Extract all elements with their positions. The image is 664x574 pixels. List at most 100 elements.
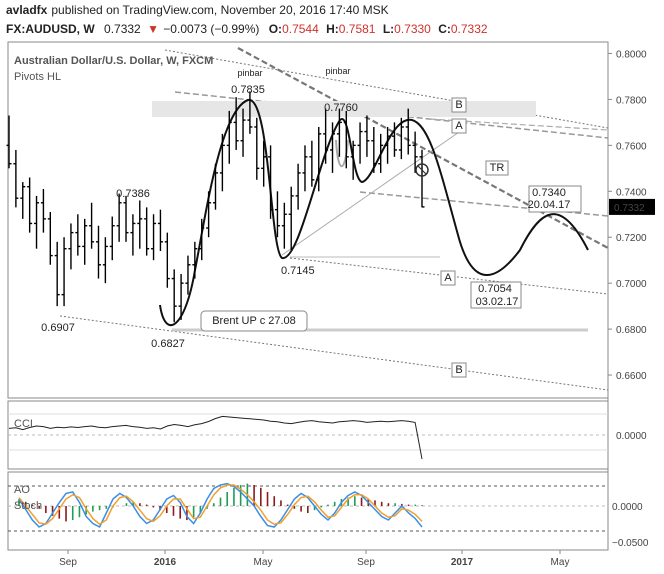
price-bar[interactable] bbox=[6, 115, 12, 169]
price-bar[interactable] bbox=[199, 218, 205, 261]
annotation-label: B bbox=[455, 99, 462, 111]
price-bar[interactable] bbox=[130, 214, 136, 256]
price-bar[interactable] bbox=[192, 241, 198, 279]
pivots-label: Pivots HL bbox=[14, 71, 61, 83]
chart-title: Australian Dollar/U.S. Dollar, W, FXCM bbox=[14, 55, 213, 67]
price-bar[interactable] bbox=[178, 273, 184, 320]
price-bar[interactable] bbox=[233, 97, 239, 150]
time-tick-label: 2016 bbox=[154, 557, 177, 568]
price-bar[interactable] bbox=[405, 108, 411, 155]
high-value: 0.7581 bbox=[339, 22, 376, 36]
price-bar[interactable] bbox=[206, 191, 212, 238]
price-panel[interactable] bbox=[7, 41, 609, 399]
price-bar[interactable] bbox=[364, 115, 370, 157]
price-bar[interactable] bbox=[419, 149, 425, 208]
annotation-label: pinbar bbox=[237, 68, 262, 78]
price-bar[interactable] bbox=[274, 191, 280, 238]
price-bar[interactable] bbox=[385, 126, 391, 164]
price-bar[interactable] bbox=[137, 200, 143, 249]
price-bar[interactable] bbox=[268, 145, 274, 219]
price-bar[interactable] bbox=[309, 140, 315, 187]
price-bar[interactable] bbox=[164, 232, 170, 288]
annotation-label: B bbox=[455, 364, 462, 376]
price-bar[interactable] bbox=[336, 108, 342, 157]
time-tick-label: May bbox=[254, 557, 273, 568]
price-bar[interactable] bbox=[34, 195, 40, 249]
price-bar[interactable] bbox=[330, 122, 336, 173]
resistance-zone bbox=[152, 101, 536, 117]
price-bar[interactable] bbox=[75, 214, 81, 256]
open-label: O: bbox=[269, 22, 282, 36]
time-tick-label: Sep bbox=[59, 557, 77, 568]
annotation-label: 0.7835 bbox=[231, 84, 265, 96]
price-bar[interactable] bbox=[261, 140, 267, 187]
price-bar[interactable] bbox=[61, 237, 67, 307]
high-label: H: bbox=[326, 22, 339, 36]
annotation-label: 0.7760 bbox=[324, 102, 358, 114]
price-bar[interactable] bbox=[357, 122, 363, 164]
price-bar[interactable] bbox=[350, 140, 356, 180]
price-bar[interactable] bbox=[40, 188, 46, 233]
annotation-box bbox=[528, 185, 582, 213]
price-bar[interactable] bbox=[47, 211, 53, 265]
annotation-label: 0.6827 bbox=[151, 338, 185, 350]
price-bar[interactable] bbox=[391, 122, 397, 157]
price-bar[interactable] bbox=[302, 145, 308, 192]
stoch-label: Stoch bbox=[14, 500, 42, 512]
price-bar[interactable] bbox=[398, 117, 404, 160]
price-bar[interactable] bbox=[144, 207, 150, 256]
price-bar[interactable] bbox=[151, 214, 157, 261]
cci-label: CCI bbox=[14, 418, 33, 430]
price-bar[interactable] bbox=[82, 218, 88, 265]
price-bar[interactable] bbox=[13, 149, 19, 208]
small-hook bbox=[335, 139, 349, 167]
price-bar[interactable] bbox=[95, 225, 101, 279]
price-bar[interactable] bbox=[27, 177, 33, 233]
annotation-label: TR bbox=[490, 162, 505, 174]
price-bar[interactable] bbox=[213, 163, 218, 210]
current-price-badge bbox=[609, 198, 655, 215]
annotation-box bbox=[470, 281, 522, 309]
price-bar[interactable] bbox=[240, 108, 246, 157]
price-bar[interactable] bbox=[247, 91, 253, 134]
price-bar[interactable] bbox=[68, 223, 74, 270]
price-bar[interactable] bbox=[116, 193, 122, 242]
price-bar[interactable] bbox=[89, 202, 95, 249]
price-tick-label: 0.7200 bbox=[616, 233, 647, 244]
price-bar[interactable] bbox=[226, 110, 232, 164]
price-bar[interactable] bbox=[219, 133, 225, 192]
price-tick-label: 0.7000 bbox=[616, 279, 647, 290]
price-bar[interactable] bbox=[378, 133, 384, 173]
cci-series-line bbox=[8, 415, 423, 460]
price-bar[interactable] bbox=[254, 117, 260, 180]
price-bar[interactable] bbox=[20, 182, 26, 219]
price-bar[interactable] bbox=[123, 195, 129, 242]
price-bar[interactable] bbox=[185, 255, 191, 295]
price-bar[interactable] bbox=[295, 163, 301, 210]
price-bar[interactable] bbox=[323, 108, 329, 164]
price-bar[interactable] bbox=[371, 126, 377, 173]
annotation-label: pinbar bbox=[325, 66, 350, 76]
author-name[interactable]: avladfx bbox=[6, 3, 48, 17]
price-bar[interactable] bbox=[288, 186, 294, 250]
close-label: C: bbox=[438, 22, 451, 36]
price-tick-label: 0.6800 bbox=[616, 325, 647, 336]
price-bar[interactable] bbox=[316, 126, 322, 192]
stoch-k-line bbox=[18, 482, 423, 529]
price-bar[interactable] bbox=[343, 110, 349, 169]
price-bar[interactable] bbox=[157, 209, 163, 252]
annotation-label: A bbox=[444, 272, 452, 284]
price-bar[interactable] bbox=[109, 216, 115, 261]
annotation-label: 0.7054 bbox=[478, 283, 512, 295]
price-bar[interactable] bbox=[281, 202, 287, 249]
annotation-label: 0.7386 bbox=[116, 188, 150, 200]
price-bar[interactable] bbox=[54, 241, 60, 307]
axes-layer: 0.8000 0.7800 0.7600 0.7400 0.7200 0.7000 0.68… bbox=[59, 49, 655, 568]
price-bar[interactable] bbox=[102, 237, 108, 284]
chart-header: avladfx published on TradingView.com, Nov… bbox=[6, 3, 488, 36]
price-bar[interactable] bbox=[412, 131, 418, 173]
annotation-label: 0.7145 bbox=[281, 265, 315, 277]
annotation-label: 0.6907 bbox=[41, 322, 75, 334]
price-bar[interactable] bbox=[171, 269, 177, 323]
